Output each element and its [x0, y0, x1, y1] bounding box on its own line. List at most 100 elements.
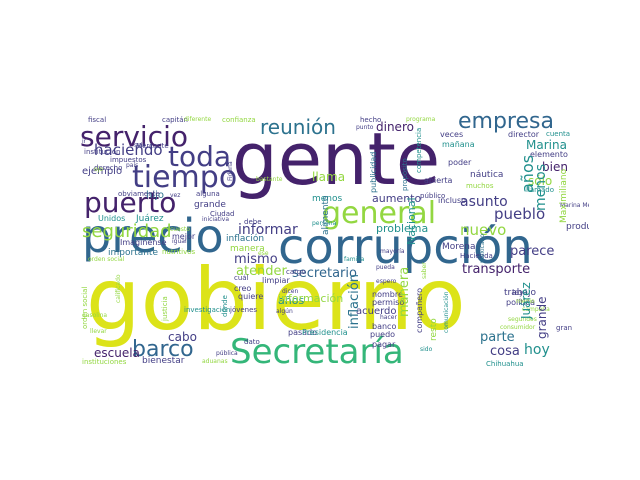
- word-dinero: dinero: [376, 120, 414, 134]
- word-general: general: [322, 196, 437, 231]
- word-manera: hijo: [146, 190, 165, 201]
- word-veces: veces: [440, 130, 464, 139]
- word-tiempo: tiempo: [132, 160, 238, 195]
- word-pais: institución: [84, 148, 121, 156]
- word-publico: público: [420, 192, 446, 200]
- word-orden-social: orden social: [81, 286, 89, 329]
- word-familia: persona: [312, 220, 337, 227]
- word-empresa: empresa: [458, 109, 554, 134]
- word-corrupcion: corrupción: [278, 219, 533, 275]
- word-ley: acuerdo: [356, 306, 397, 317]
- word-cual: cuál: [234, 274, 249, 282]
- word-trabajo: grande: [194, 200, 226, 210]
- word-resto: hacer: [380, 314, 397, 321]
- word-campana: campaña: [522, 306, 550, 313]
- word-llamado: llamado: [526, 186, 555, 194]
- word-aduanas: aduanas: [202, 358, 228, 365]
- word-cloud: gente gobierno corrupción precio Secreta…: [80, 107, 589, 369]
- word-espero: algún: [276, 308, 293, 315]
- word-nombre: nombre: [372, 290, 403, 299]
- word-persona: cargo: [286, 268, 306, 276]
- word-marina: Marina: [526, 138, 567, 152]
- word-importante: grande: [535, 296, 549, 339]
- word-chihuahua: Chihuahua: [486, 360, 524, 368]
- word-nuevo: nuevo: [460, 221, 507, 239]
- word-bien: bien: [542, 160, 568, 174]
- word-iniciativa: iniciativa: [202, 216, 230, 223]
- word-vez: ir: [82, 138, 87, 145]
- word-incluso: incluso: [438, 196, 467, 205]
- word-confianza: confianza: [222, 116, 256, 124]
- word-pueblo: pueblo: [494, 205, 546, 223]
- word-companero: compañero: [415, 287, 424, 333]
- word-cargo: debe: [244, 218, 262, 226]
- word-comunicacion: comunicación: [443, 291, 450, 333]
- word-abierta: abierta: [424, 176, 453, 185]
- word-pasado: mejor: [172, 232, 196, 241]
- word-nacional: Nacional: [405, 197, 418, 245]
- word-permiso: permiso: [372, 298, 405, 307]
- word-debe: orden social: [88, 256, 125, 263]
- word-segundos: segundos: [508, 316, 537, 323]
- word-mismo: mismo: [234, 252, 278, 267]
- word-derecho: derecho: [94, 164, 123, 172]
- word-hijo: hoy: [524, 342, 550, 358]
- word-obviamente: obviamente: [118, 190, 160, 198]
- word-mayoria: familia: [344, 256, 365, 263]
- word-unidos: Unidos: [98, 214, 126, 223]
- word-gente: gente: [232, 117, 441, 201]
- word-gran: pasado: [288, 328, 318, 337]
- word-juarez: Juárez: [519, 282, 533, 319]
- word-morena: importante: [108, 248, 159, 258]
- word-alimento: alimento: [321, 195, 331, 235]
- word-escuela: menos: [312, 194, 343, 204]
- word-mayor: política: [506, 298, 536, 307]
- word-puerto: puerto: [84, 186, 177, 219]
- word-jovenes: jóvenes: [230, 306, 258, 314]
- word-ir: seis: [134, 142, 146, 149]
- word-puedo: trabajo: [504, 288, 536, 298]
- word-creo: creo: [234, 284, 252, 293]
- word-bastante: saber: [421, 262, 428, 279]
- word-igual: ese: [258, 250, 269, 257]
- word-problema: Juárez: [136, 214, 164, 224]
- word-fidena: muchos: [466, 182, 494, 190]
- word-ciudad: Ciudad: [210, 210, 235, 218]
- word-proposito: propósito: [401, 158, 409, 191]
- word-mejor: ejemplo: [82, 166, 123, 177]
- word-medio: pueda: [376, 264, 395, 271]
- word-nutritivos: nutritivos: [162, 248, 196, 256]
- word-bienestar: bienestar: [142, 356, 185, 366]
- word-quiere: quiere: [238, 292, 264, 301]
- word-inflacion: manera: [397, 266, 412, 317]
- word-hacer: cuesto: [170, 226, 190, 233]
- word-donde: dónde: [221, 295, 229, 317]
- word-parece: parece: [510, 244, 555, 259]
- word-banco: Morena: [442, 242, 476, 252]
- word-saber: mayoría: [380, 248, 405, 255]
- word-alguna: alguna: [196, 190, 220, 198]
- word-limpiar: limpiar: [262, 276, 290, 285]
- word-precio: precio: [82, 209, 224, 263]
- word-maximiliano: Maximiliano: [559, 168, 569, 223]
- word-acuerdo: manera: [230, 244, 265, 254]
- word-manana: mañana: [442, 140, 475, 149]
- word-pagar: pagar: [372, 340, 396, 349]
- word-mano: llevar: [90, 328, 107, 335]
- word-ejemplo: parte: [480, 330, 515, 345]
- word-presidencia: problema: [376, 222, 429, 235]
- word-servicio: servicio: [80, 120, 188, 153]
- word-publica: pública: [216, 350, 238, 357]
- word-publicidad: publicidad: [369, 151, 378, 193]
- word-toda: toda: [168, 140, 232, 173]
- word-seguridad: seguridad: [82, 221, 172, 242]
- word-fiscal: fiscal: [88, 116, 107, 124]
- word-diferente: diferente: [184, 116, 212, 123]
- word-parte: cosa: [490, 344, 520, 359]
- word-investigacion: investigación: [184, 306, 231, 314]
- word-imaginense: Imagínense: [120, 238, 167, 247]
- word-impuestos: impuestos: [110, 156, 147, 164]
- word-llevar: ojo: [94, 166, 104, 173]
- word-director: director: [508, 130, 540, 139]
- word-ese: vez: [170, 192, 181, 199]
